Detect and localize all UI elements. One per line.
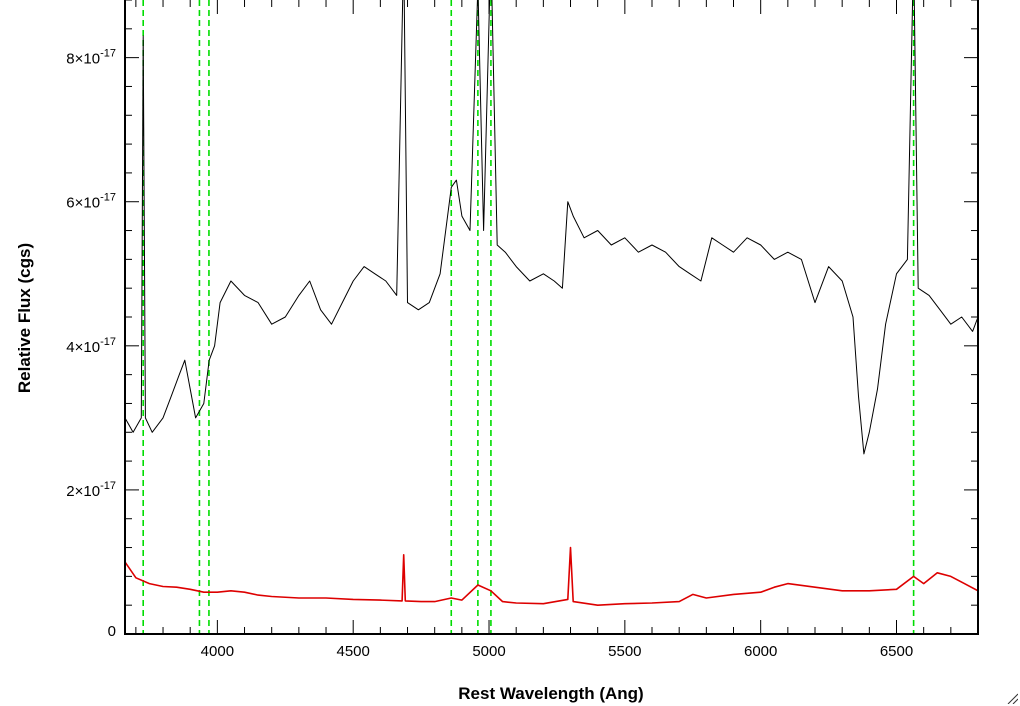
y-axis-title: Relative Flux (cgs) xyxy=(15,243,34,393)
y-tick-label: 0 xyxy=(108,623,116,640)
series-layer xyxy=(125,0,978,607)
y-tick-label: 6×10-17 xyxy=(66,192,116,212)
x-tick-label: 4500 xyxy=(337,643,370,660)
error-series-line xyxy=(125,546,978,607)
plot-frame xyxy=(124,0,979,635)
x-tick-label: 4000 xyxy=(201,643,234,660)
reference-lines xyxy=(142,0,915,634)
y-tick-label: 8×10-17 xyxy=(66,48,116,68)
x-tick-label: 6000 xyxy=(744,643,777,660)
y-tick-label: 4×10-17 xyxy=(66,336,116,356)
x-tick-label: 6500 xyxy=(880,643,913,660)
resize-grip-icon[interactable] xyxy=(1006,692,1018,704)
flux-series-line xyxy=(125,0,978,455)
x-tick-label: 5500 xyxy=(608,643,641,660)
x-tick-label: 5000 xyxy=(472,643,505,660)
y-tick-label: 2×10-17 xyxy=(66,480,116,500)
x-axis-title: Rest Wavelength (Ang) xyxy=(458,684,643,703)
y-axis-ticks: 0 2×10-17 4×10-17 6×10-17 8×10-17 xyxy=(66,0,978,640)
x-axis-ticks: 4000 4500 5000 5500 6000 6500 xyxy=(135,0,979,660)
